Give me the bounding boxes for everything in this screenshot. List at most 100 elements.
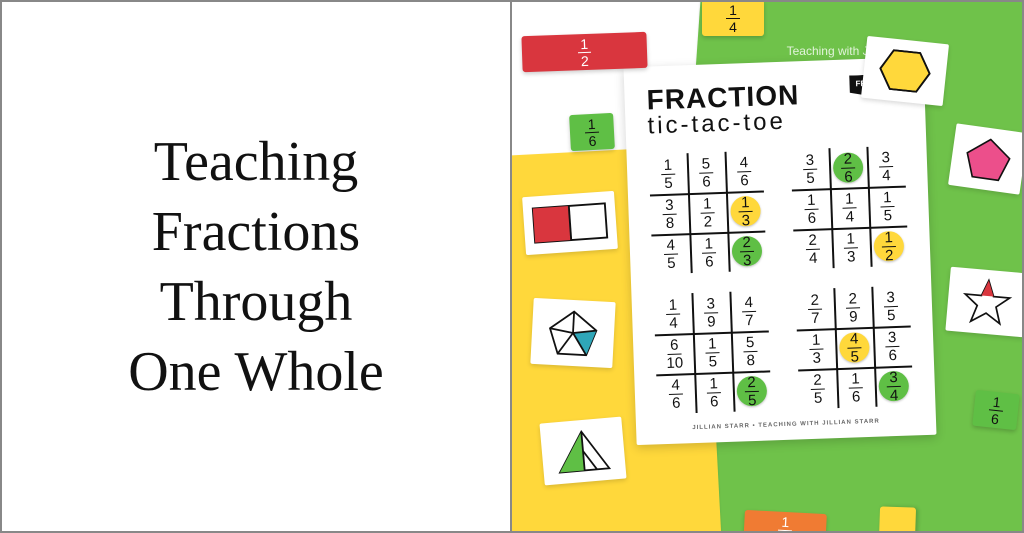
board-cell: 14 — [653, 293, 692, 334]
fraction-label: 38 — [662, 197, 677, 230]
fraction-label: 23 — [739, 234, 754, 267]
fraction-label: 16 — [804, 192, 819, 225]
worksheet-sheet: FRACTIONS FRACTION tic-tac-toe 155646381… — [623, 57, 936, 445]
fraction-label: 27 — [807, 292, 822, 325]
fraction-label: 15 — [880, 189, 895, 222]
board-cell: 27 — [795, 288, 834, 329]
board-cell: 39 — [691, 292, 730, 333]
fraction-label: 16 — [584, 116, 599, 148]
fraction-label: 12 — [577, 36, 592, 67]
fraction-label: 16 — [706, 376, 721, 409]
fraction-label: 16 — [701, 236, 716, 269]
fraction-label: 13 — [843, 231, 858, 264]
shape-card — [861, 36, 949, 106]
tic-tac-toe-board: 15 56 46 38 12 13 45 16 23 — [649, 151, 767, 275]
shape-card — [945, 267, 1022, 338]
board-cell: 45 — [651, 233, 690, 274]
fraction-label: 45 — [663, 237, 678, 270]
worksheet-footer: JILLIAN STARR • TEACHING WITH JILLIAN ST… — [658, 417, 914, 432]
board-cell: 16 — [792, 188, 831, 229]
fraction-label: 15 — [705, 336, 720, 369]
board-cell: 45 — [835, 327, 874, 368]
board-cell: 13 — [831, 227, 870, 268]
fraction-label: 35 — [883, 289, 898, 322]
fraction-label: 610 — [666, 337, 684, 371]
fraction-label: 14 — [665, 297, 680, 330]
fraction-label: 47 — [741, 294, 756, 327]
title-panel: Teaching Fractions Through One Whole — [2, 2, 512, 531]
fraction-label: 15 — [660, 157, 675, 190]
fraction-tile: 16 — [972, 390, 1020, 430]
fraction-label: 56 — [698, 156, 713, 189]
fraction-label: 34 — [878, 150, 893, 183]
tic-tac-toe-board: 35 26 34 16 14 15 24 13 12 — [790, 146, 908, 270]
pent-seg-icon — [539, 306, 608, 359]
board-cell: 16 — [836, 367, 875, 408]
fraction-label: 13 — [738, 194, 753, 227]
board-cell: 35 — [790, 148, 829, 189]
shape-card — [948, 123, 1022, 194]
board-cell: 610 — [655, 333, 694, 374]
board-cell: 58 — [731, 330, 770, 371]
fraction-label: 46 — [736, 154, 751, 187]
board-cell: 34 — [866, 146, 905, 187]
fraction-label: 45 — [847, 331, 862, 364]
boards-container: 15 56 46 38 12 13 45 16 23 35 26 34 16 14 15 24 13 12 14 39… — [649, 146, 914, 415]
fraction-tile: 13 — [743, 510, 827, 531]
pentagon-icon — [957, 132, 1019, 185]
board-cell: 23 — [727, 231, 766, 272]
title-line-1: Teaching — [154, 131, 358, 193]
board-cell: 36 — [873, 325, 912, 366]
fraction-label: 58 — [743, 334, 758, 367]
fraction-label: 34 — [886, 369, 901, 402]
page-title: Teaching Fractions Through One Whole — [126, 127, 386, 407]
shape-card — [539, 417, 626, 486]
board-cell: 46 — [725, 151, 764, 192]
board-cell: 25 — [732, 370, 771, 411]
board-cell: 25 — [798, 368, 837, 409]
fraction-label: 12 — [881, 229, 896, 262]
tri-seg-icon — [548, 425, 618, 477]
fraction-label: 46 — [668, 377, 683, 410]
fraction-label: 26 — [840, 151, 855, 184]
fraction-label: 39 — [703, 296, 718, 329]
fraction-label: 35 — [802, 152, 817, 185]
fraction-label: 25 — [810, 372, 825, 405]
board-cell: 16 — [689, 232, 728, 273]
board-cell: 24 — [793, 228, 832, 269]
photo-panel: Teaching with Jillian Starr FRACTIONS FR… — [512, 2, 1022, 531]
fraction-label: 12 — [700, 196, 715, 229]
board-cell: 34 — [874, 365, 913, 406]
board-cell: 46 — [656, 373, 695, 414]
board-cell: 35 — [871, 286, 910, 327]
fraction-label: 24 — [805, 232, 820, 265]
fraction-label: 29 — [845, 291, 860, 324]
fraction-tile: 14 — [878, 506, 916, 531]
title-line-2-highlighted: Fractions — [150, 197, 362, 267]
hexagon-icon — [870, 45, 940, 98]
board-cell: 56 — [687, 152, 726, 193]
board-cell: 15 — [868, 186, 907, 227]
board-cell: 29 — [833, 287, 872, 328]
title-line-3: Through — [160, 271, 353, 333]
board-cell: 13 — [797, 328, 836, 369]
board-cell: 15 — [693, 332, 732, 373]
shape-card — [522, 191, 618, 255]
fraction-label: 36 — [885, 329, 900, 362]
board-cell: 16 — [694, 372, 733, 413]
board-cell: 12 — [688, 192, 727, 233]
fraction-label: 16 — [848, 371, 863, 404]
fraction-label: 25 — [744, 374, 759, 407]
fraction-tile: 16 — [569, 113, 615, 151]
board-cell: 15 — [649, 153, 688, 194]
fraction-label: 13 — [777, 514, 792, 531]
fraction-label: 16 — [988, 394, 1005, 426]
fraction-label: 14 — [842, 191, 857, 224]
board-cell: 26 — [828, 147, 867, 188]
fraction-label: 13 — [809, 332, 824, 365]
board-cell: 47 — [729, 290, 768, 331]
board-cell: 38 — [650, 193, 689, 234]
board-cell: 13 — [726, 191, 765, 232]
board-cell: 14 — [830, 187, 869, 228]
tic-tac-toe-board: 14 39 47 610 15 58 46 16 25 — [653, 290, 771, 414]
